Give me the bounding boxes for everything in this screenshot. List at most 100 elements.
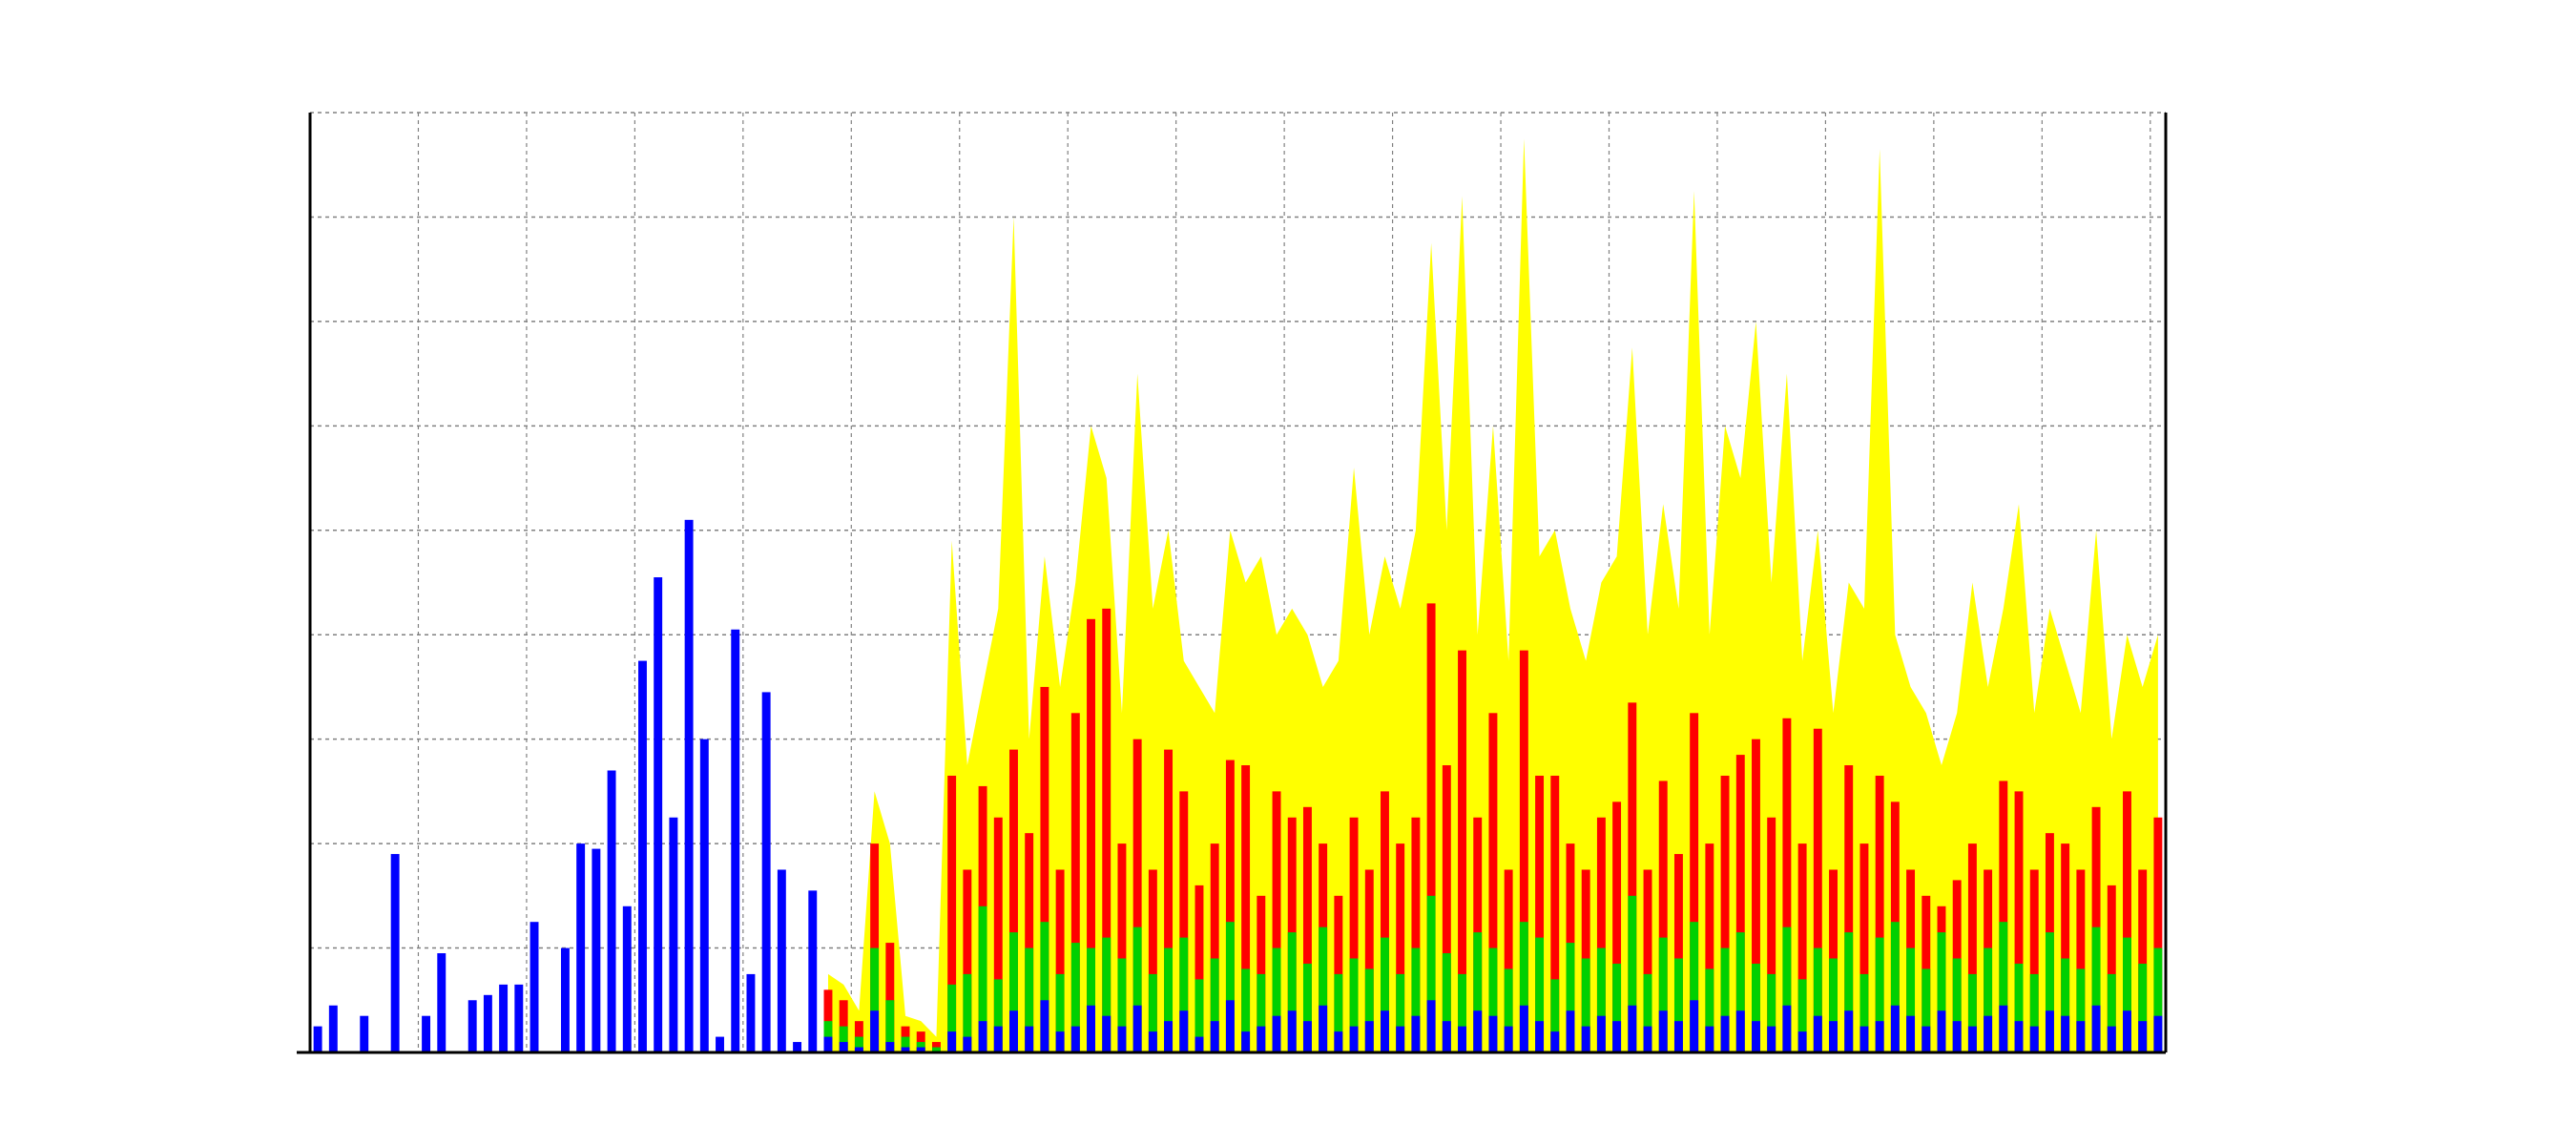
median-bar — [1505, 1027, 1513, 1052]
median-bar — [2138, 1021, 2147, 1052]
median-bar — [1473, 1010, 1482, 1052]
median-bar — [1195, 1037, 1204, 1052]
median-bar — [1319, 1006, 1327, 1052]
history-bar — [608, 771, 616, 1053]
history-bar — [638, 661, 647, 1052]
history-bar — [793, 1042, 801, 1052]
median-bar — [1938, 1010, 1946, 1052]
median-bar — [1443, 1021, 1451, 1052]
history-bar — [716, 1037, 724, 1052]
median-bar — [1149, 1031, 1157, 1052]
median-bar — [2061, 1016, 2069, 1052]
median-bar — [1427, 1000, 1436, 1052]
median-bar — [1179, 1010, 1188, 1052]
median-bar — [1953, 1021, 1962, 1052]
median-bar — [1535, 1021, 1544, 1052]
history-bar — [808, 890, 817, 1052]
median-bar — [1690, 1000, 1698, 1052]
median-bar — [1582, 1027, 1590, 1052]
median-bar — [1674, 1021, 1683, 1052]
median-bar — [840, 1042, 848, 1052]
median-bar — [1520, 1006, 1528, 1052]
precipitation-forecast-chart — [0, 0, 2576, 1145]
history-bar — [778, 869, 786, 1052]
median-bar — [1117, 1027, 1126, 1052]
history-bar — [530, 922, 539, 1052]
median-bar — [1984, 1016, 1992, 1052]
median-bar — [1644, 1027, 1652, 1052]
history-bar — [654, 577, 662, 1052]
median-bar — [2092, 1006, 2101, 1052]
median-bar — [1164, 1021, 1173, 1052]
median-bar — [1721, 1016, 1730, 1052]
median-bar — [1550, 1031, 1559, 1052]
median-bar — [1226, 1000, 1235, 1052]
median-bar — [1411, 1016, 1420, 1052]
median-bar — [1381, 1010, 1389, 1052]
median-bar — [994, 1027, 1003, 1052]
median-bar — [1273, 1016, 1281, 1052]
median-bar — [2030, 1027, 2039, 1052]
median-bar — [1458, 1027, 1466, 1052]
history-bar — [484, 995, 492, 1052]
median-bar — [1241, 1031, 1250, 1052]
median-bar — [2076, 1021, 2085, 1052]
median-bar — [979, 1021, 987, 1052]
median-bar — [1040, 1000, 1049, 1052]
median-bar — [1102, 1016, 1111, 1052]
history-bar — [360, 1016, 368, 1052]
median-bar — [1859, 1027, 1868, 1052]
median-bar — [1211, 1021, 1219, 1052]
median-bar — [1350, 1027, 1359, 1052]
median-bar — [1767, 1027, 1776, 1052]
median-bar — [1087, 1006, 1095, 1052]
median-bar — [1288, 1010, 1297, 1052]
history-bar — [669, 818, 677, 1052]
history-bar — [391, 854, 400, 1052]
median-bar — [2046, 1010, 2054, 1052]
history-bar — [731, 630, 739, 1052]
median-bar — [1736, 1010, 1745, 1052]
median-bar — [1334, 1031, 1342, 1052]
history-bar — [685, 520, 694, 1052]
history-bar — [437, 953, 446, 1052]
median-bar — [1025, 1027, 1033, 1052]
median-bar — [1133, 1006, 1142, 1052]
median-bar — [1844, 1010, 1853, 1052]
history-bar — [329, 1006, 338, 1052]
median-bar — [1752, 1021, 1760, 1052]
median-bar — [1612, 1021, 1621, 1052]
history-bar — [576, 843, 585, 1052]
median-bar — [2123, 1010, 2131, 1052]
median-bar — [2015, 1021, 2024, 1052]
median-bar — [1906, 1016, 1915, 1052]
history-bar — [746, 974, 755, 1052]
history-bar — [514, 985, 523, 1052]
median-bar — [963, 1037, 971, 1052]
median-bar — [2108, 1027, 2116, 1052]
median-bar — [1814, 1016, 1822, 1052]
median-bar — [1705, 1027, 1714, 1052]
median-bar — [1303, 1021, 1312, 1052]
median-bar — [1009, 1010, 1018, 1052]
history-bar — [314, 1027, 322, 1052]
median-bar — [1876, 1021, 1884, 1052]
history-bar — [499, 985, 508, 1052]
median-bar — [1597, 1016, 1606, 1052]
median-bar — [947, 1031, 956, 1052]
median-bar — [870, 1010, 879, 1052]
median-bar — [885, 1042, 894, 1052]
median-bar — [1891, 1006, 1900, 1052]
history-bar — [623, 906, 632, 1052]
median-bar — [1829, 1021, 1838, 1052]
median-bar — [1922, 1027, 1930, 1052]
history-bar — [561, 948, 570, 1052]
median-bar — [1798, 1031, 1807, 1052]
median-bar — [1365, 1021, 1374, 1052]
history-bar — [762, 692, 771, 1052]
median-bar — [1567, 1010, 1575, 1052]
history-bar — [592, 849, 600, 1052]
median-bar — [1659, 1010, 1668, 1052]
median-bar — [1396, 1027, 1404, 1052]
median-bar — [1257, 1027, 1265, 1052]
